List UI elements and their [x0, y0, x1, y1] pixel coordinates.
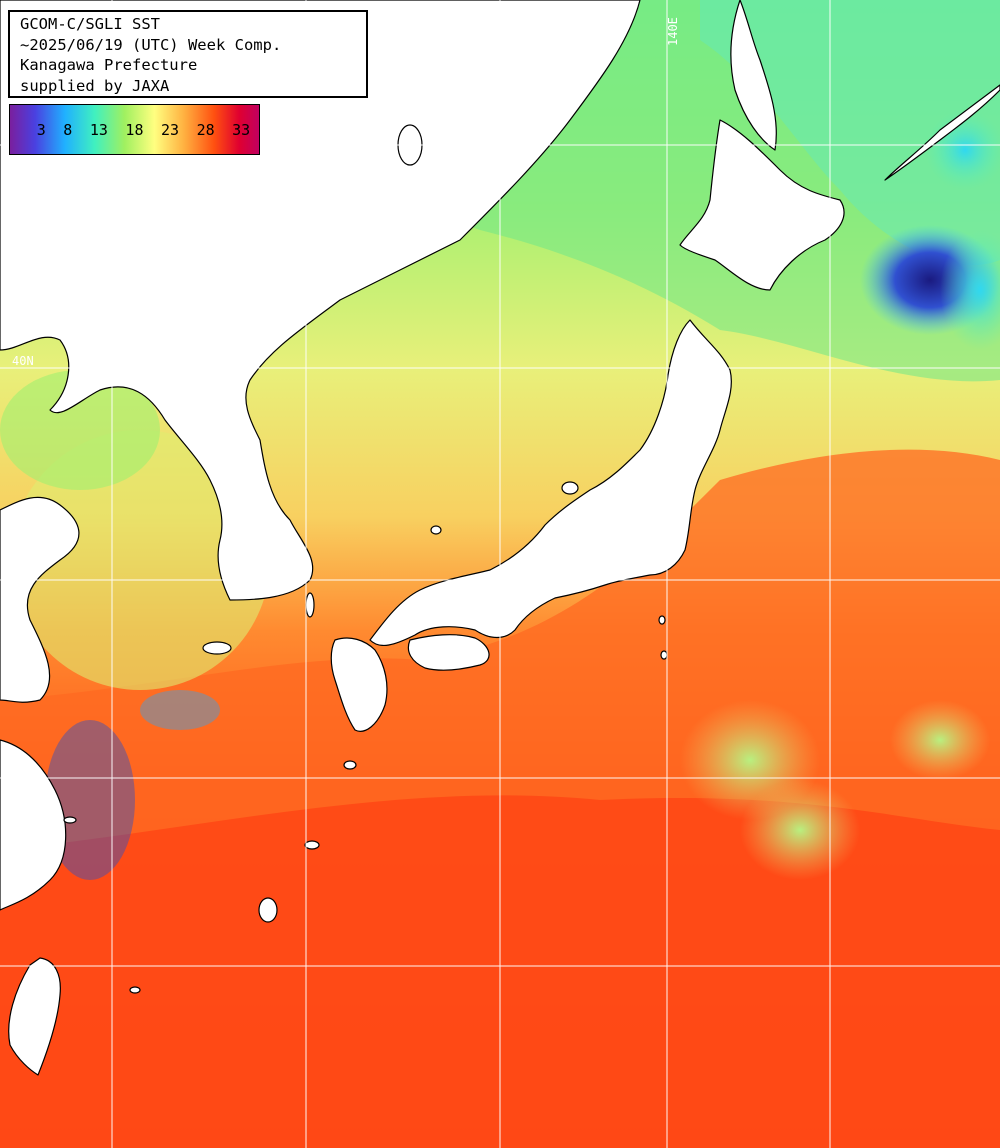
yellow-sea-zone [10, 430, 270, 690]
title-line-1: GCOM-C/SGLI SST [20, 15, 160, 33]
scale-tick-3: 3 [36, 120, 46, 139]
sakhalin-island [730, 0, 777, 151]
kyushu-island [330, 637, 388, 732]
scale-gradient [10, 105, 259, 154]
zhoushan-islands [63, 816, 77, 824]
izu-island-2 [660, 650, 668, 660]
longitude-label-text: 140E [666, 17, 680, 46]
longitude-label-140e: 140E [666, 6, 696, 50]
pale-patch-2 [740, 780, 860, 880]
kuril-arc [884, 84, 1000, 181]
yakushima-island [343, 760, 357, 770]
okinawa-island [258, 897, 278, 923]
cloud-gap-2 [140, 690, 220, 730]
sado-island [561, 481, 579, 495]
scale-tick-13: 13 [89, 120, 108, 139]
scale-tick-28: 28 [196, 120, 215, 139]
title-line-4: supplied by JAXA [20, 76, 170, 95]
temperature-color-scale: 3 8 13 18 23 28 33 [9, 104, 260, 155]
china-coast-south [0, 739, 67, 911]
taiwan-island [8, 957, 61, 1076]
china-coast-central [0, 496, 80, 703]
title-line-3: Kanagawa Prefecture [20, 56, 198, 74]
sea-of-okhotsk-zone [700, 0, 1000, 266]
scale-tick-8: 8 [63, 120, 73, 139]
hokkaido-island [679, 119, 845, 291]
title-line-2: ~2025/06/19 (UTC) Week Comp. [20, 35, 282, 54]
cyan-patch-east [940, 230, 1000, 350]
bohai-cool-patch [0, 370, 160, 490]
izu-island-1 [658, 615, 666, 625]
honshu-island [369, 319, 732, 647]
scale-tick-labels: 3 8 13 18 23 28 33 [10, 105, 259, 154]
map-title-box: GCOM-C/SGLI SST ~2025/06/19 (UTC) Week C… [8, 10, 368, 98]
jeju-island [202, 641, 232, 655]
amami-island [304, 840, 320, 850]
scale-tick-18: 18 [125, 120, 144, 139]
scale-tick-33: 33 [232, 120, 251, 139]
pale-patch-3 [890, 700, 990, 780]
tsushima-island [305, 592, 315, 618]
oki-island [430, 525, 442, 535]
shikoku-island [407, 634, 490, 671]
scale-tick-23: 23 [161, 120, 180, 139]
miyako-island [129, 986, 141, 994]
latitude-label-40n: 40N [12, 354, 34, 368]
